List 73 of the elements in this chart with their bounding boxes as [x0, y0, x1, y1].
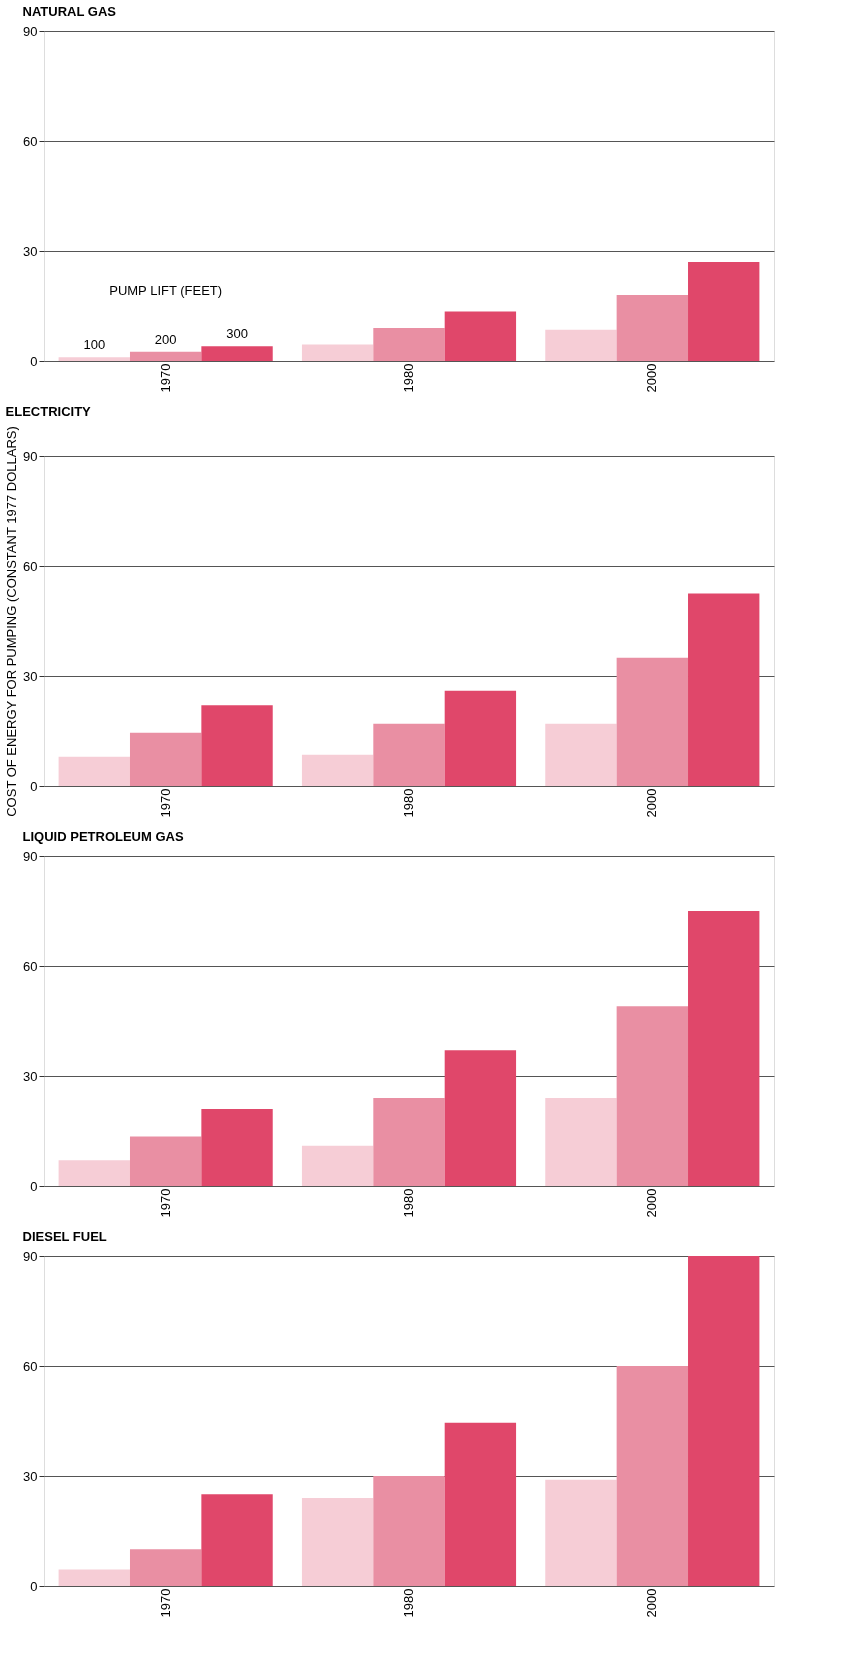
bar — [58, 357, 130, 361]
x-tick-label: 1980 — [401, 1588, 416, 1618]
bar — [616, 295, 689, 361]
y-tick-label: 90 — [23, 1248, 38, 1264]
chart-title: ELECTRICITY — [5, 404, 92, 420]
bar — [616, 657, 689, 786]
legend-title: PUMP LIFT (FEET) — [109, 283, 223, 298]
y-tick-label: 30 — [23, 668, 38, 684]
chart-title: DIESEL FUEL — [22, 1229, 107, 1244]
chart-title: LIQUID PETROLEUM GAS — [22, 829, 184, 844]
bar — [373, 328, 445, 361]
bar — [201, 1109, 273, 1186]
y-tick-label: 90 — [23, 448, 38, 464]
bar — [616, 1366, 689, 1586]
x-tick-label: 1980 — [401, 788, 416, 818]
series-label: 300 — [226, 326, 248, 342]
bar — [301, 1145, 374, 1186]
y-tick-label: 60 — [23, 958, 38, 974]
bar — [373, 1098, 445, 1186]
bar — [201, 705, 273, 786]
bar — [58, 1160, 130, 1186]
x-tick-label: 2000 — [644, 1188, 660, 1218]
y-tick-label: 60 — [23, 133, 38, 149]
bar — [373, 1476, 445, 1586]
bar — [444, 1050, 517, 1186]
series-label: 200 — [154, 331, 177, 347]
x-tick-label: 1980 — [401, 1188, 416, 1218]
y-tick-label: 30 — [23, 243, 38, 259]
x-tick-label: 1980 — [401, 363, 416, 393]
bar — [201, 346, 273, 361]
bar — [545, 1479, 617, 1586]
bar — [444, 311, 517, 361]
bar — [373, 723, 445, 786]
y-tick-label: 60 — [23, 558, 38, 574]
chart-title: NATURAL GAS — [22, 4, 117, 19]
bar — [301, 754, 374, 786]
y-tick-label: 30 — [23, 1068, 38, 1084]
y-tick-label: 60 — [23, 1358, 38, 1374]
bar — [688, 911, 760, 1186]
bar — [58, 1569, 130, 1586]
y-tick-label: 90 — [23, 848, 38, 864]
y-tick-label: 0 — [30, 1578, 38, 1594]
y-tick-label: 0 — [30, 778, 38, 794]
x-tick-label: 1970 — [157, 788, 173, 818]
y-axis-title: COST OF ENERGY FOR PUMPING (CONSTANT 1977 DOLLARS) — [4, 426, 20, 817]
bar — [129, 1549, 202, 1586]
x-tick-label: 1970 — [157, 1188, 173, 1218]
bar — [301, 344, 374, 361]
bar — [688, 1256, 760, 1586]
bar — [301, 1498, 374, 1586]
bar — [444, 1422, 517, 1586]
x-tick-label: 2000 — [644, 363, 660, 393]
bar — [545, 723, 617, 786]
x-tick-label: 2000 — [644, 1588, 660, 1618]
bar — [444, 690, 517, 786]
x-tick-label: 2000 — [644, 788, 660, 818]
y-tick-label: 0 — [30, 1178, 38, 1194]
bar — [688, 593, 760, 786]
y-tick-label: 0 — [30, 353, 38, 369]
bar — [616, 1006, 689, 1186]
bar — [688, 262, 760, 361]
bar — [129, 1136, 202, 1186]
x-tick-label: 1970 — [157, 1588, 173, 1618]
bar — [129, 732, 202, 786]
y-tick-label: 30 — [23, 1468, 38, 1484]
bar — [545, 1098, 617, 1186]
bar — [58, 756, 130, 786]
bar — [545, 329, 617, 361]
x-tick-label: 1970 — [157, 363, 173, 393]
bar — [201, 1494, 273, 1586]
series-label: 100 — [83, 337, 106, 353]
y-tick-label: 90 — [23, 23, 38, 39]
bar — [129, 351, 202, 361]
